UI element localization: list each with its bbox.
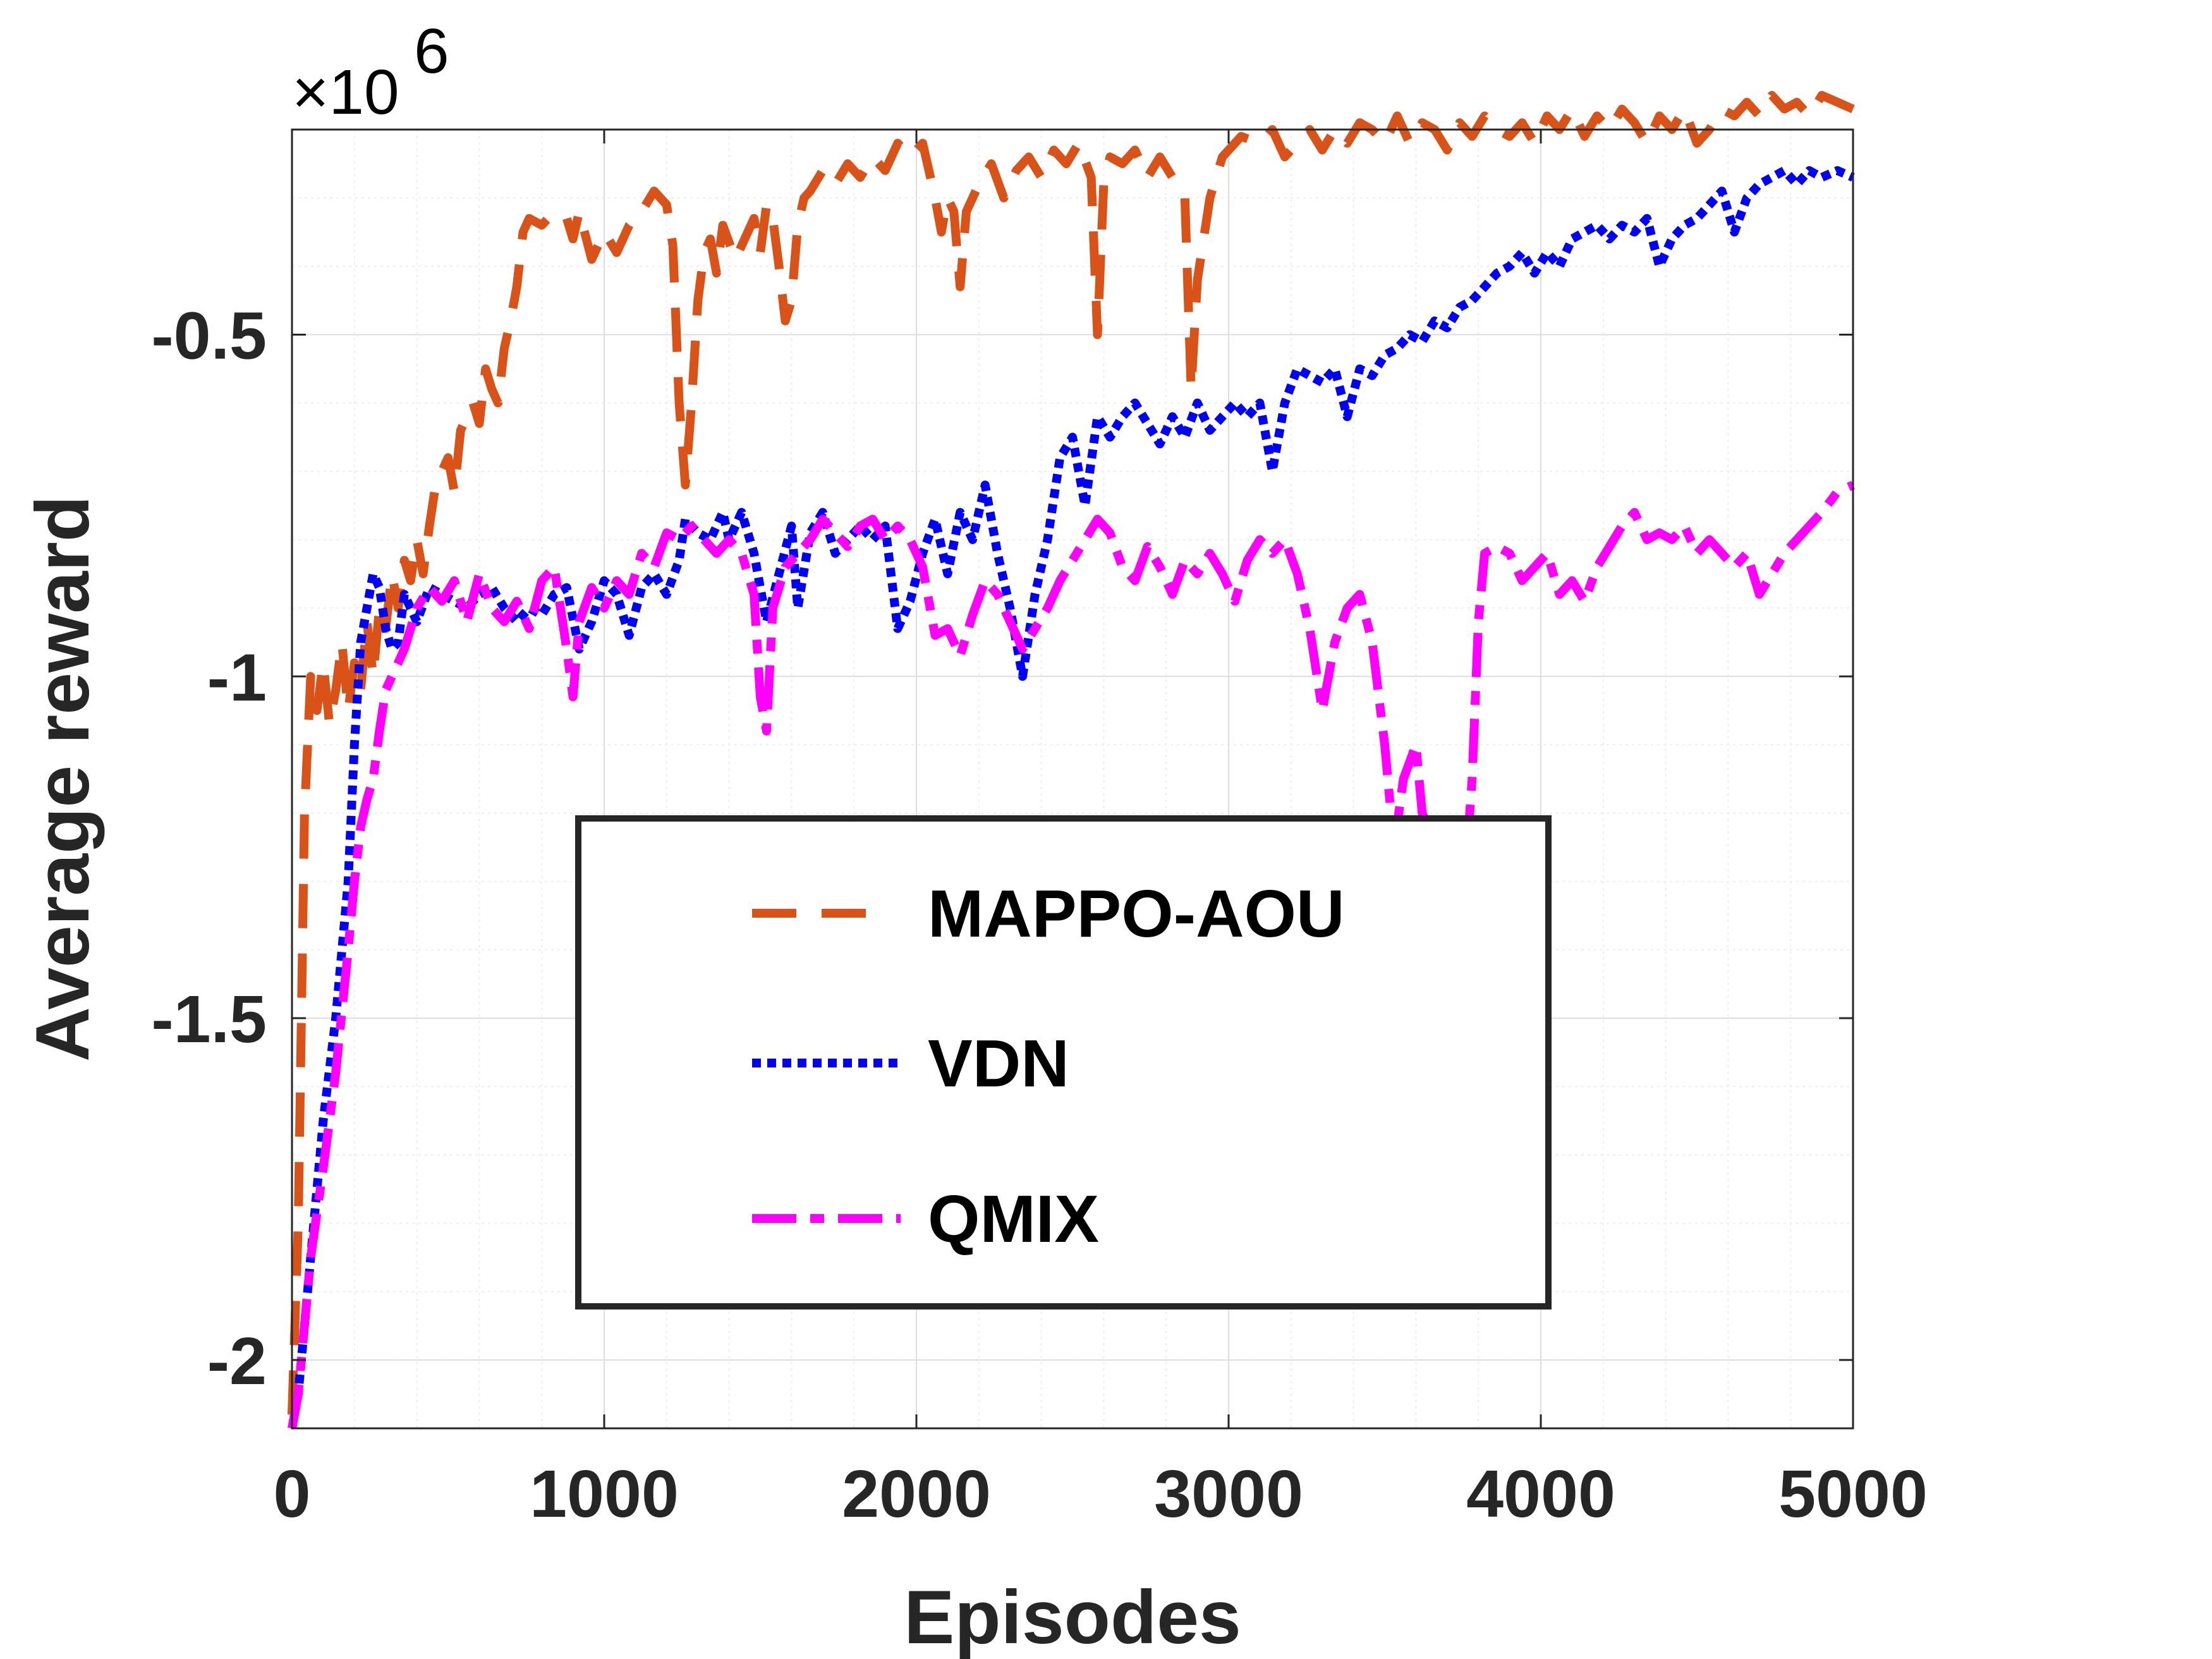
legend-label-mappo-aou: MAPPO-AOU	[928, 877, 1345, 951]
x-tick-label: 2000	[842, 1457, 991, 1531]
legend: MAPPO-AOU VDN QMIX	[575, 815, 1552, 1310]
series-line-qmix	[288, 480, 1855, 1430]
y-tick-label: -0.5	[151, 298, 267, 373]
legend-label-qmix: QMIX	[928, 1182, 1099, 1256]
x-axis-ticks: 0 1000 2000 3000 4000 5000	[274, 130, 1928, 1531]
x-tick-label: 1000	[530, 1457, 679, 1531]
legend-label-vdn: VDN	[928, 1026, 1069, 1101]
plot-frame	[291, 128, 1854, 1430]
y-axis-ticks: -2 -1.5 -1 -0.5	[151, 298, 1853, 1399]
series-line-vdn	[288, 166, 1855, 1430]
x-tick-label: 3000	[1154, 1457, 1303, 1531]
x-tick-label: 5000	[1778, 1457, 1928, 1531]
x-tick-label: 4000	[1466, 1457, 1615, 1531]
x-tick-label: 0	[274, 1457, 311, 1531]
y-tick-label: -2	[207, 1324, 267, 1399]
x-axis-title: Episodes	[904, 1575, 1241, 1659]
y-tick-label: -1	[207, 640, 267, 715]
y-multiplier-base: ×10	[292, 57, 399, 128]
y-axis-title: Average reward	[20, 495, 105, 1062]
y-tick-label: -1.5	[151, 982, 267, 1057]
legend-box	[575, 815, 1552, 1310]
y-multiplier-exponent: 6	[414, 16, 449, 87]
